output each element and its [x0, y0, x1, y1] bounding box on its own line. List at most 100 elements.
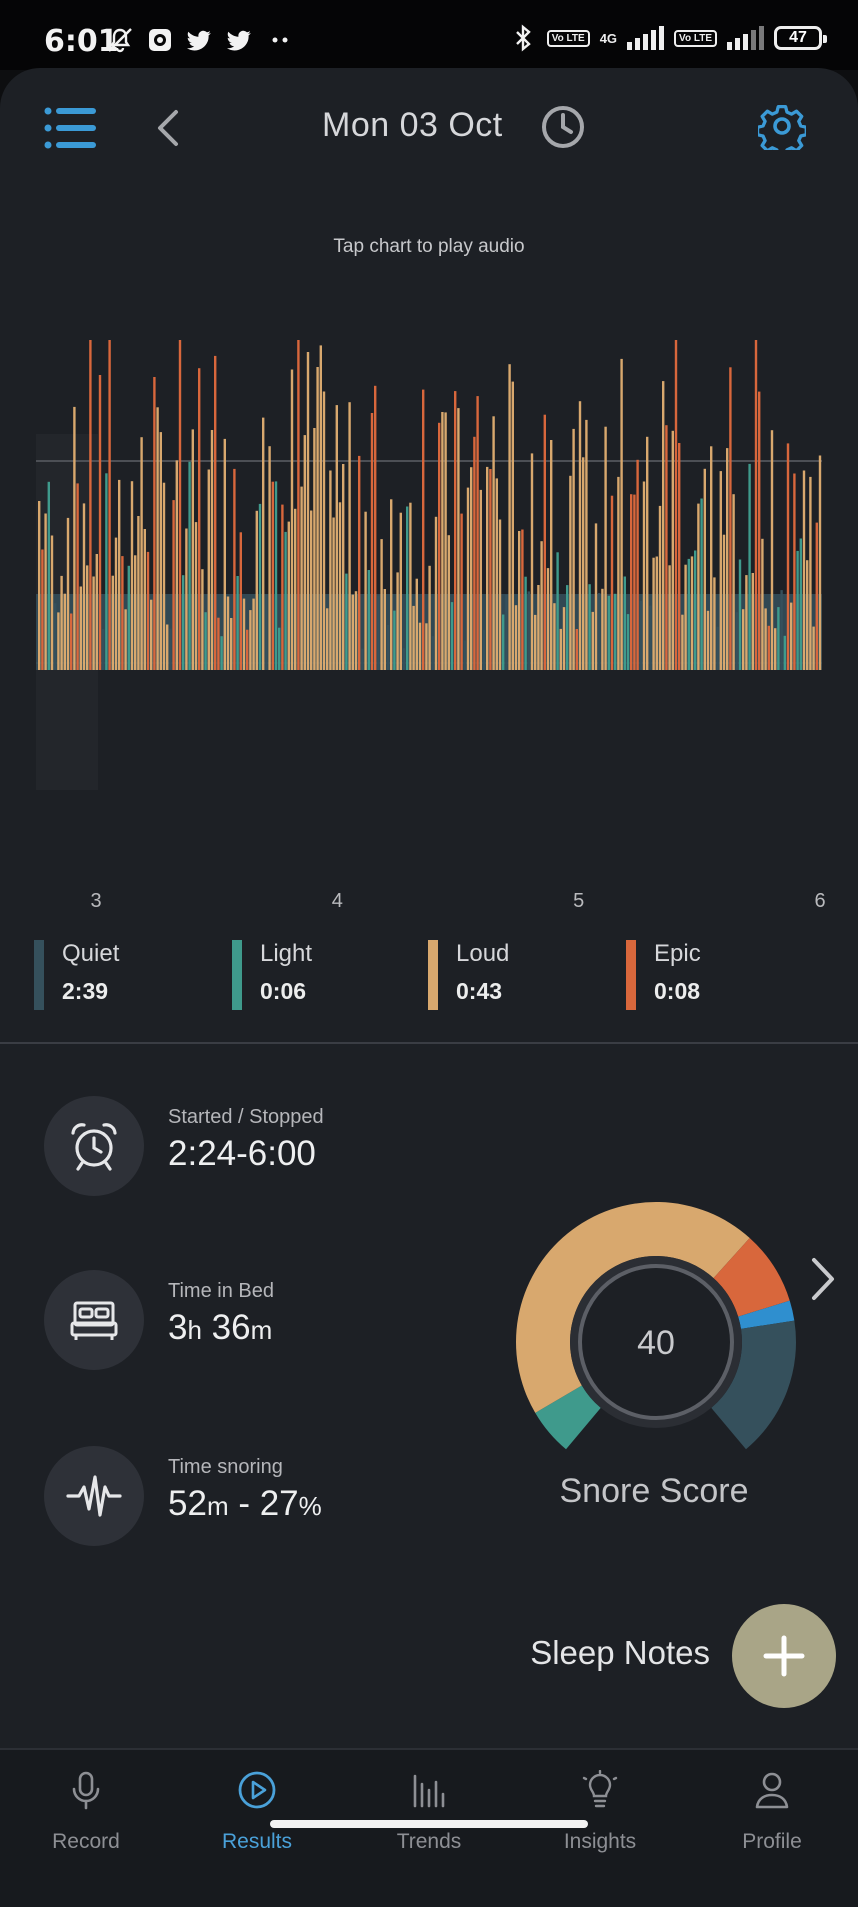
chart-bar — [681, 614, 684, 670]
chart-bar — [102, 629, 105, 670]
chart-bar — [767, 625, 770, 670]
signal-icon — [627, 26, 665, 50]
page-title[interactable]: Mon 03 Oct — [322, 106, 503, 144]
chart-bar — [76, 483, 79, 670]
more-notifications-icon — [272, 37, 288, 43]
legend-value: 2:39 — [62, 978, 109, 1004]
chart-bar — [79, 586, 82, 670]
chart-bar — [527, 591, 530, 670]
battery-icon: 47 — [774, 26, 827, 50]
bars-icon — [413, 1774, 445, 1808]
gauge-segments — [516, 1202, 796, 1450]
stat-icon-circle — [44, 1446, 144, 1546]
chart-bar — [764, 608, 767, 670]
chart-bar — [86, 565, 89, 670]
chart-bar — [607, 595, 610, 670]
chart-bar — [495, 478, 498, 670]
chart-bar — [610, 495, 614, 670]
chart-bar — [399, 512, 402, 670]
chart-bar — [540, 541, 543, 670]
chart-bar — [316, 367, 319, 670]
chart-bar — [233, 468, 236, 670]
gauge-inner-ring — [578, 1264, 734, 1420]
chart-bar — [566, 585, 569, 670]
chart-bar — [770, 430, 774, 670]
x-tick-label: 6 — [814, 890, 826, 912]
chart-bar — [290, 369, 294, 670]
chart-bar — [575, 629, 578, 670]
chart-bar — [438, 422, 441, 670]
stat-icon-circle — [44, 1096, 144, 1196]
chart-bar — [220, 636, 223, 670]
nav-record[interactable]: Record — [0, 1750, 172, 1870]
chart-bar — [41, 549, 44, 670]
chart-bar — [793, 473, 796, 670]
chart-bar — [486, 466, 489, 670]
chart-bar — [60, 575, 63, 670]
chart-bar — [428, 565, 431, 670]
x-tick-label: 5 — [573, 890, 585, 912]
play-circle-icon — [238, 1771, 276, 1809]
chart-bar — [239, 532, 242, 670]
clock-icon[interactable] — [540, 104, 586, 150]
chart-bar — [201, 569, 204, 670]
chart-bar — [364, 511, 367, 670]
home-indicator[interactable] — [270, 1820, 588, 1828]
gauge-segment-marker — [738, 1300, 795, 1329]
nav-results[interactable]: Results — [171, 1750, 343, 1870]
chevron-left-icon[interactable] — [154, 108, 182, 148]
chart-bar — [511, 381, 514, 670]
chart-bar — [482, 629, 486, 670]
network-type: 4G — [599, 30, 618, 46]
chart-bar — [319, 345, 322, 670]
chart-bar — [198, 368, 201, 670]
chart-bar — [642, 481, 646, 670]
chart-bar — [300, 486, 303, 670]
gear-icon[interactable] — [758, 102, 806, 150]
notification-icons — [106, 26, 294, 54]
chart-bar — [546, 568, 550, 670]
chart-bar — [246, 629, 249, 670]
chart-bar — [505, 594, 508, 670]
chart-bar — [124, 609, 127, 670]
legend-swatch — [428, 940, 438, 1010]
chevron-right-icon[interactable] — [808, 1254, 838, 1304]
volte-badge: Vo LTE — [546, 29, 590, 47]
list-menu-icon[interactable] — [44, 106, 96, 150]
sleep-notes-label[interactable]: Sleep Notes — [530, 1634, 710, 1671]
twitter-icon — [187, 30, 211, 51]
chart-bar — [521, 529, 524, 670]
chart-bar — [306, 352, 310, 670]
legend-value: 0:43 — [456, 978, 503, 1004]
chart-bar — [703, 468, 706, 670]
chart-bar — [668, 565, 671, 670]
chart-hint: Tap chart to play audio — [333, 236, 525, 257]
chart-bar — [476, 396, 479, 670]
gauge-segment-quiet — [711, 1320, 796, 1450]
nav-insights[interactable]: Insights — [514, 1750, 686, 1870]
chart-bar — [508, 364, 511, 670]
nav-label: Profile — [742, 1830, 802, 1853]
stat-value: 3h 36m — [168, 1308, 272, 1348]
chart-bar — [92, 576, 95, 670]
nav-trends[interactable]: Trends — [343, 1750, 515, 1870]
chart-bar — [262, 417, 265, 670]
legend-label: Epic — [654, 940, 701, 967]
chart-bar — [674, 340, 678, 670]
system-icons: Vo LTE 4G Vo LTE 47 — [509, 24, 827, 52]
nav-profile[interactable]: Profile — [686, 1750, 858, 1870]
snore-score-gauge[interactable]: 40 — [508, 1130, 804, 1470]
chart-bar — [738, 559, 742, 670]
chart-bar — [783, 635, 786, 670]
add-sleep-note-button[interactable] — [732, 1604, 836, 1708]
nav-label: Insights — [563, 1830, 637, 1853]
chart-bar — [332, 517, 335, 670]
hours: 3 — [168, 1308, 188, 1347]
microphone-icon — [72, 1771, 100, 1810]
chart-bar — [774, 628, 777, 670]
chart-bar — [658, 505, 662, 670]
chart-bar — [383, 589, 386, 670]
twitter-icon — [227, 30, 251, 51]
snore-chart[interactable] — [0, 338, 858, 798]
